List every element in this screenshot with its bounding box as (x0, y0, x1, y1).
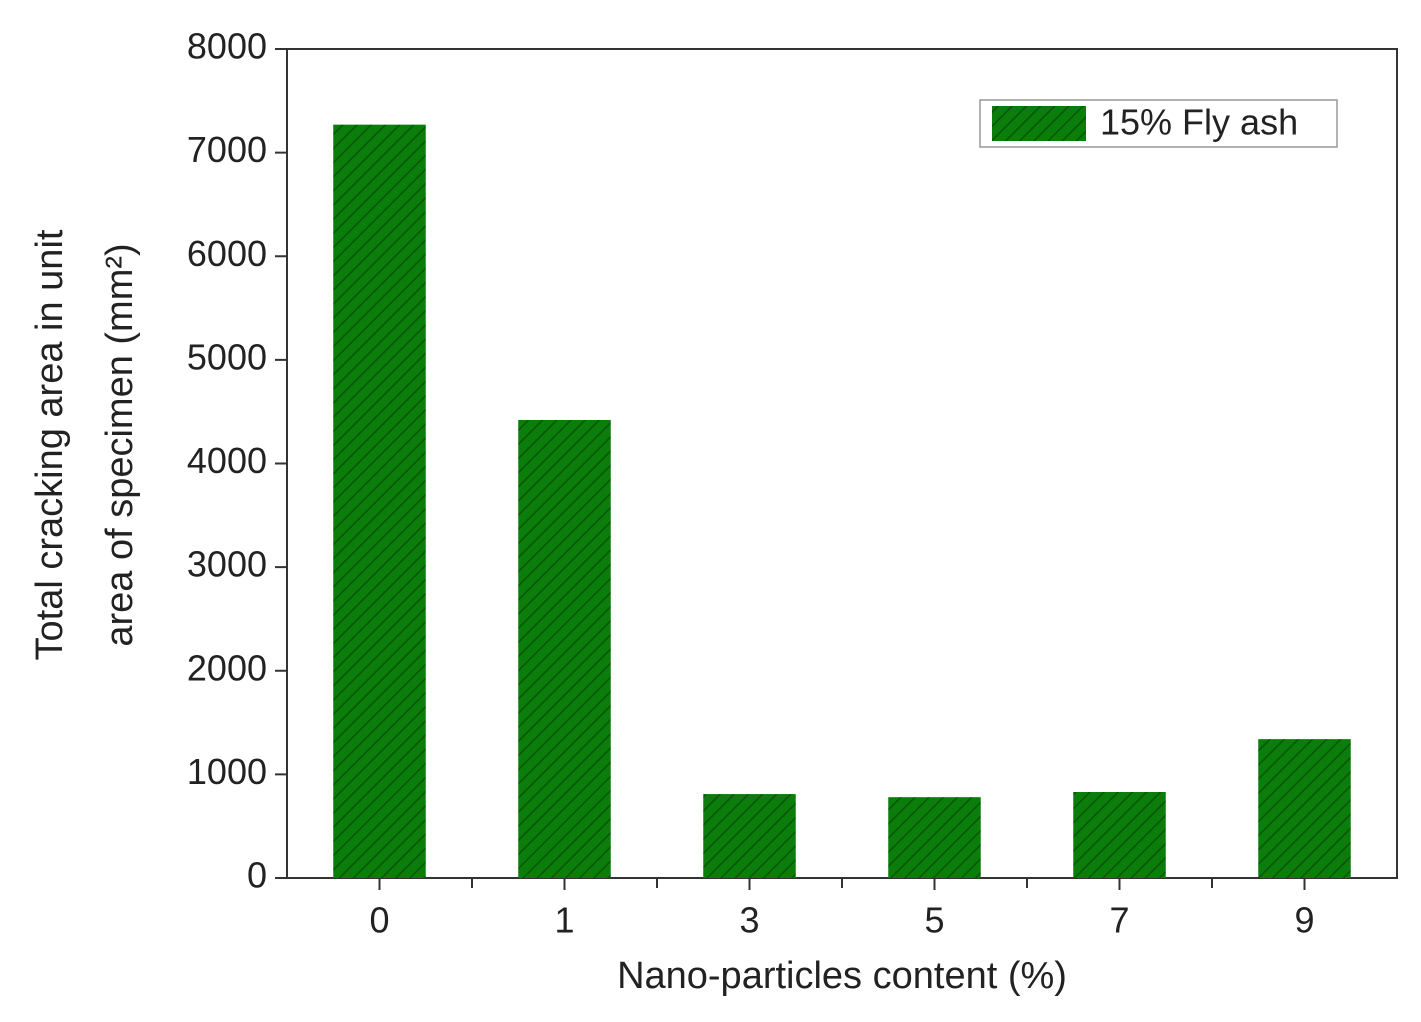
y-tick-label: 0 (247, 855, 267, 896)
bar (888, 797, 981, 878)
y-tick-label: 8000 (187, 26, 267, 67)
y-tick-label: 4000 (187, 440, 267, 481)
x-tick-label: 7 (1109, 900, 1129, 941)
x-tick-label: 3 (739, 900, 759, 941)
x-tick-label: 0 (369, 900, 389, 941)
y-tick-label: 6000 (187, 233, 267, 274)
y-tick-label: 1000 (187, 751, 267, 792)
bar (333, 124, 426, 879)
bar (518, 419, 611, 878)
legend-label: 15% Fly ash (1100, 102, 1298, 143)
y-tick-label: 2000 (187, 647, 267, 688)
y-tick-label: 7000 (187, 129, 267, 170)
bar (1073, 791, 1166, 878)
y-tick-label: 3000 (187, 544, 267, 585)
bar (703, 794, 796, 878)
y-axis-title: area of specimen (mm²) (99, 243, 141, 646)
y-axis-title: Total cracking area in unit (29, 229, 71, 660)
x-tick-label: 1 (554, 900, 574, 941)
bar (1258, 739, 1351, 878)
legend-swatch (992, 106, 1086, 141)
y-tick-label: 5000 (187, 336, 267, 377)
plot-frame (286, 48, 1398, 879)
x-tick-label: 5 (924, 900, 944, 941)
x-axis-title: Nano-particles content (%) (617, 955, 1067, 997)
x-tick-label: 9 (1294, 900, 1314, 941)
